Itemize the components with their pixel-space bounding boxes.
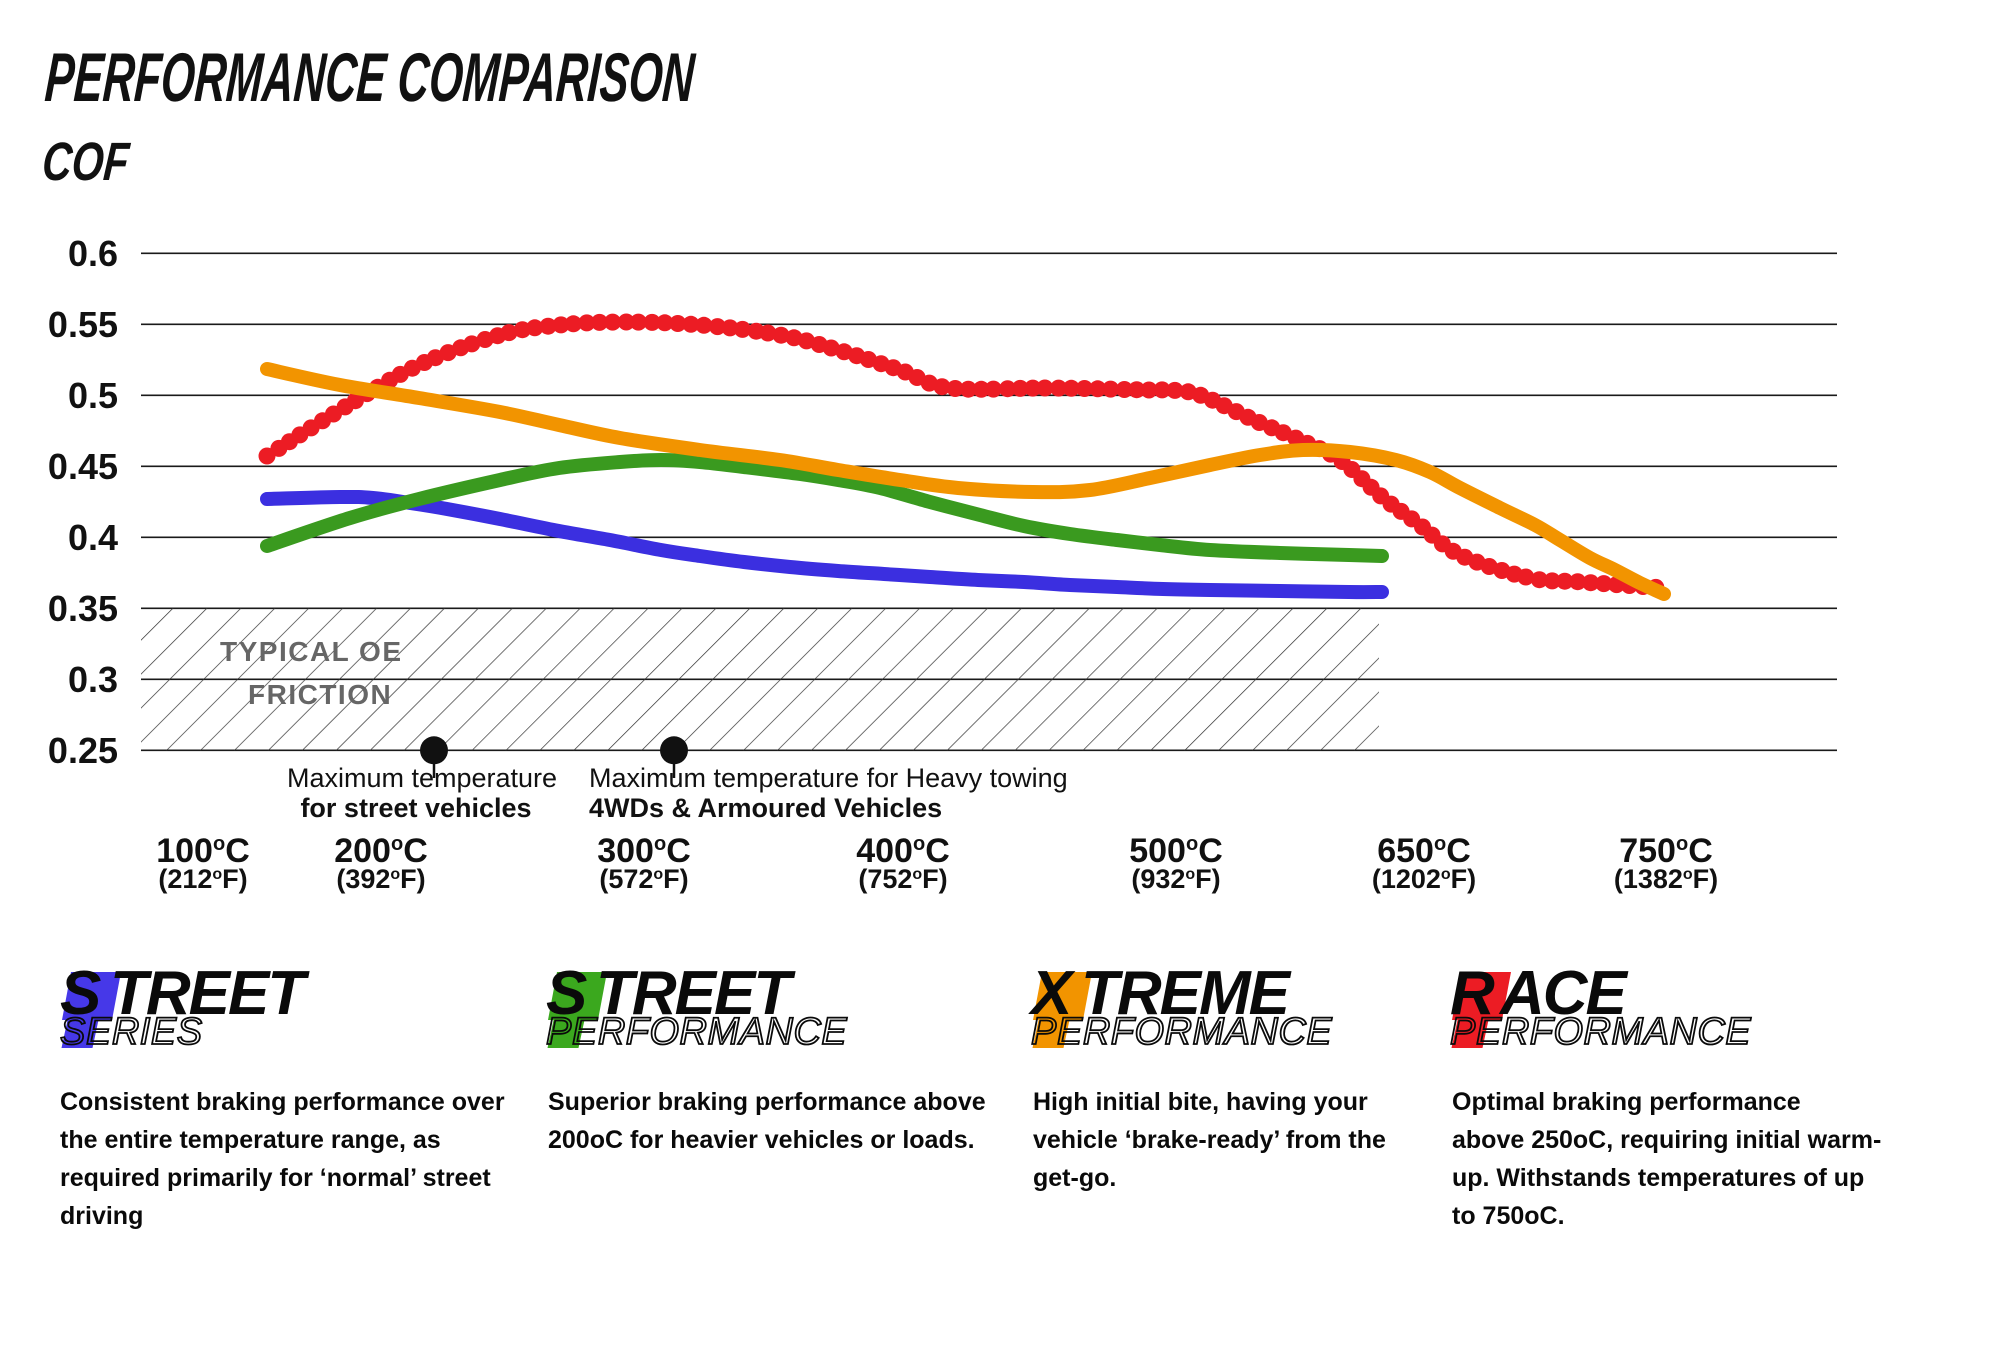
svg-text:S: S: [60, 1011, 85, 1053]
svg-text:ERIES: ERIES: [86, 1011, 203, 1053]
svg-text:0.4: 0.4: [68, 517, 118, 558]
svg-text:Superior braking performance a: Superior braking performance above: [548, 1088, 986, 1116]
svg-text:P: P: [1031, 1011, 1057, 1053]
svg-text:P: P: [1450, 1011, 1476, 1053]
svg-text:Optimal braking performance: Optimal braking performance: [1452, 1088, 1801, 1116]
svg-text:get-go.: get-go.: [1033, 1164, 1116, 1192]
svg-text:up. Withstands temperatures of: up. Withstands temperatures of up: [1452, 1164, 1864, 1192]
svg-text:ERFORMANCE: ERFORMANCE: [1057, 1011, 1332, 1053]
svg-text:(392oF): (392oF): [336, 864, 425, 894]
svg-text:(212oF): (212oF): [158, 864, 247, 894]
svg-text:(1202oF): (1202oF): [1372, 864, 1476, 894]
svg-text:0.3: 0.3: [68, 659, 118, 700]
svg-text:ERFORMANCE: ERFORMANCE: [572, 1011, 847, 1053]
svg-text:for street vehicles: for street vehicles: [300, 793, 531, 823]
svg-text:0.45: 0.45: [48, 446, 118, 487]
svg-text:ERFORMANCE: ERFORMANCE: [1476, 1011, 1751, 1053]
svg-text:200oC for heavier vehicles or: 200oC for heavier vehicles or loads.: [548, 1126, 975, 1154]
svg-text:required primarily for ‘normal: required primarily for ‘normal’ street: [60, 1164, 491, 1192]
svg-text:TYPICAL OE: TYPICAL OE: [220, 636, 403, 667]
svg-text:(572oF): (572oF): [599, 864, 688, 894]
svg-text:4WDs & Armoured Vehicles: 4WDs & Armoured Vehicles: [589, 793, 942, 823]
svg-text:above 250oC, requiring initial: above 250oC, requiring initial warm-: [1452, 1126, 1881, 1154]
svg-text:(932oF): (932oF): [1131, 864, 1220, 894]
svg-text:Consistent braking performance: Consistent braking performance over: [60, 1088, 505, 1116]
svg-text:vehicle ‘brake-ready’ from the: vehicle ‘brake-ready’ from the: [1033, 1126, 1386, 1154]
svg-text:Maximum temperature: Maximum temperature: [287, 763, 557, 793]
svg-text:(1382oF): (1382oF): [1614, 864, 1718, 894]
svg-text:P: P: [546, 1011, 572, 1053]
svg-text:0.55: 0.55: [48, 304, 118, 345]
svg-text:0.35: 0.35: [48, 588, 118, 629]
svg-text:0.5: 0.5: [68, 375, 118, 416]
svg-text:Maximum temperature for Heavy: Maximum temperature for Heavy towing: [589, 763, 1068, 793]
svg-text:the entire temperature range,: the entire temperature range, as: [60, 1126, 441, 1154]
svg-text:to 750oC.: to 750oC.: [1452, 1202, 1565, 1230]
svg-text:driving: driving: [60, 1202, 143, 1230]
svg-text:FRICTION: FRICTION: [248, 679, 392, 710]
svg-text:0.25: 0.25: [48, 730, 118, 771]
svg-text:High initial bite, having your: High initial bite, having your: [1033, 1088, 1368, 1116]
svg-text:0.6: 0.6: [68, 233, 118, 274]
svg-text:(752oF): (752oF): [858, 864, 947, 894]
